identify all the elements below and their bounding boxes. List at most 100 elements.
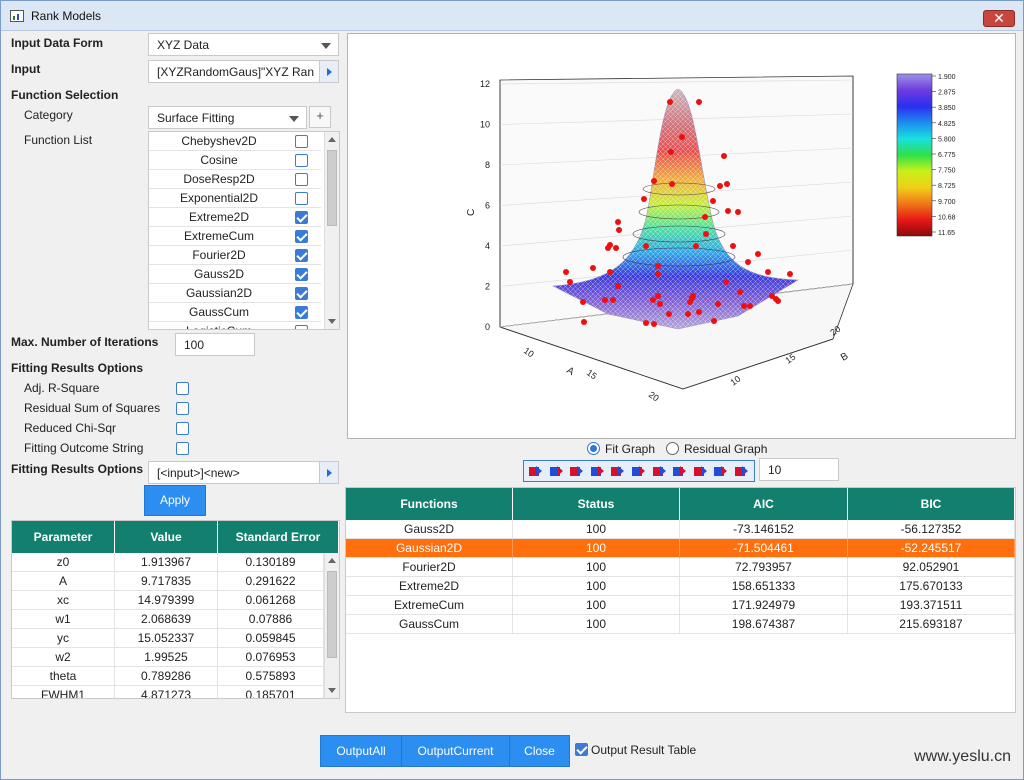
result-row[interactable]: Gaussian2D 100 -71.504461 -52.245517 [346, 539, 1015, 558]
parameter-row[interactable]: w2 1.99525 0.076953 [12, 648, 324, 667]
result-row[interactable]: GaussCum 100 198.674387 215.693187 [346, 615, 1015, 634]
x-tick-label: 10 [522, 345, 536, 359]
function-list-item[interactable]: LogisticCum [149, 322, 321, 329]
parameter-row[interactable]: w1 2.068639 0.07886 [12, 610, 324, 629]
colorbar-tick-label: 8.725 [938, 183, 956, 190]
status-col-header[interactable]: Status [513, 488, 680, 520]
fitting-results-output-field[interactable]: [<input>]<new> [148, 461, 320, 484]
function-list-item[interactable]: Exponential2D [149, 189, 321, 208]
enlarge-icon[interactable] [692, 463, 709, 480]
z-tick-label: 6 [485, 201, 490, 211]
function-checkbox[interactable] [295, 287, 308, 300]
data-point [607, 269, 613, 275]
move-up-icon[interactable] [609, 463, 626, 480]
move-down-icon[interactable] [630, 463, 647, 480]
input-browse-button[interactable] [319, 60, 339, 83]
result-row[interactable]: ExtremeCum 100 171.924979 193.371511 [346, 596, 1015, 615]
output-result-table-checkbox[interactable] [575, 743, 588, 756]
rotate-left-icon[interactable] [527, 463, 544, 480]
fit-graph-panel[interactable]: 0 2 4 6 8 10 12 C 10 15 20 A 10 15 20 B 1.900 2.875… [347, 33, 1016, 439]
rotate-right-icon[interactable] [548, 463, 565, 480]
parameter-row[interactable]: theta 0.789286 0.575893 [12, 667, 324, 686]
function-checkbox[interactable] [295, 230, 308, 243]
result-row[interactable]: Fourier2D 100 72.793957 92.052901 [346, 558, 1015, 577]
scroll-down-icon[interactable] [328, 688, 336, 693]
residual-graph-label[interactable]: Residual Graph [684, 442, 768, 456]
function-checkbox[interactable] [295, 306, 308, 319]
function-list-item[interactable]: Gaussian2D [149, 284, 321, 303]
function-checkbox[interactable] [295, 249, 308, 262]
zoom-in-icon[interactable] [651, 463, 668, 480]
function-checkbox[interactable] [295, 268, 308, 281]
parameter-row[interactable]: A 9.717835 0.291622 [12, 572, 324, 591]
parameter-table: Parameter Value Standard Error z0 1.91396… [11, 520, 340, 699]
result-row[interactable]: Gauss2D 100 -73.146152 -56.127352 [346, 520, 1015, 539]
output-result-table-label[interactable]: Output Result Table [591, 743, 697, 757]
function-name: Gauss2D [193, 267, 245, 281]
bic-col-header[interactable]: BIC [848, 488, 1015, 520]
window-close-button[interactable]: ✕ [983, 10, 1015, 27]
function-list-scrollbar[interactable] [324, 132, 339, 329]
function-checkbox[interactable] [295, 211, 308, 224]
function-list[interactable]: Chebyshev2D Cosine DoseResp2D Exponential2D… [148, 131, 340, 330]
function-list-item[interactable]: DoseResp2D [149, 170, 321, 189]
input-data-form-select[interactable]: XYZ Data [148, 33, 339, 56]
output-current-button[interactable]: OutputCurrent [401, 735, 510, 767]
fitting-option-checkbox[interactable] [176, 382, 189, 395]
fitting-option-checkbox[interactable] [176, 422, 189, 435]
fitting-results-output-button[interactable] [319, 461, 339, 484]
reset-icon[interactable] [733, 463, 750, 480]
parameter-row[interactable]: z0 1.913967 0.130189 [12, 553, 324, 572]
input-field[interactable]: [XYZRandomGaus]"XYZ Ran [148, 60, 320, 83]
function-list-item[interactable]: Chebyshev2D [149, 132, 321, 151]
max-iterations-input[interactable]: 100 [175, 333, 255, 356]
residual-graph-radio[interactable] [666, 442, 679, 455]
stderr-cell: 0.185701 [218, 686, 324, 698]
tilt-left-icon[interactable] [568, 463, 585, 480]
function-checkbox[interactable] [295, 154, 308, 167]
function-checkbox[interactable] [295, 192, 308, 205]
scroll-up-icon[interactable] [328, 137, 336, 142]
function-list-item[interactable]: Fourier2D [149, 246, 321, 265]
aic-cell: 198.674387 [680, 615, 848, 634]
function-checkbox[interactable] [295, 135, 308, 148]
scroll-thumb[interactable] [327, 150, 337, 226]
function-checkbox[interactable] [295, 173, 308, 186]
apply-button[interactable]: Apply [144, 485, 206, 516]
output-all-button[interactable]: OutputAll [320, 735, 402, 767]
surface-plot-3d[interactable]: 0 2 4 6 8 10 12 C 10 15 20 A 10 15 20 B 1.900 2.875… [348, 34, 1015, 438]
function-checkbox[interactable] [295, 325, 308, 329]
tilt-right-icon[interactable] [589, 463, 606, 480]
value-col-header[interactable]: Value [115, 521, 218, 553]
parameter-row[interactable]: yc 15.052337 0.059845 [12, 629, 324, 648]
result-row[interactable]: Extreme2D 100 158.651333 175.670133 [346, 577, 1015, 596]
add-category-button[interactable]: + [309, 106, 331, 128]
fit-graph-label[interactable]: Fit Graph [605, 442, 656, 456]
data-point [650, 297, 656, 303]
parameter-row[interactable]: FWHM1 4.871273 0.185701 [12, 686, 324, 698]
category-select[interactable]: Surface Fitting [148, 106, 307, 129]
function-list-item[interactable]: ExtremeCum [149, 227, 321, 246]
scroll-up-icon[interactable] [328, 558, 336, 563]
parameter-table-scrollbar[interactable] [324, 553, 339, 698]
fitting-option-checkbox[interactable] [176, 442, 189, 455]
zoom-out-icon[interactable] [671, 463, 688, 480]
shrink-icon[interactable] [712, 463, 729, 480]
scroll-down-icon[interactable] [328, 319, 336, 324]
step-input[interactable]: 10 [759, 458, 839, 481]
fit-graph-radio[interactable] [587, 442, 600, 455]
aic-col-header[interactable]: AIC [680, 488, 848, 520]
close-button[interactable]: Close [509, 735, 570, 767]
functions-col-header[interactable]: Functions [346, 488, 513, 520]
parameter-row[interactable]: xc 14.979399 0.061268 [12, 591, 324, 610]
scroll-thumb[interactable] [327, 571, 337, 658]
function-name: Cosine [200, 153, 238, 167]
function-list-item[interactable]: Extreme2D [149, 208, 321, 227]
function-list-item[interactable]: GaussCum [149, 303, 321, 322]
stderr-col-header[interactable]: Standard Error [218, 521, 339, 553]
fitting-option-checkbox[interactable] [176, 402, 189, 415]
param-col-header[interactable]: Parameter [12, 521, 115, 553]
title-bar[interactable]: Rank Models ✕ [1, 1, 1023, 31]
function-list-item[interactable]: Gauss2D [149, 265, 321, 284]
function-list-item[interactable]: Cosine [149, 151, 321, 170]
